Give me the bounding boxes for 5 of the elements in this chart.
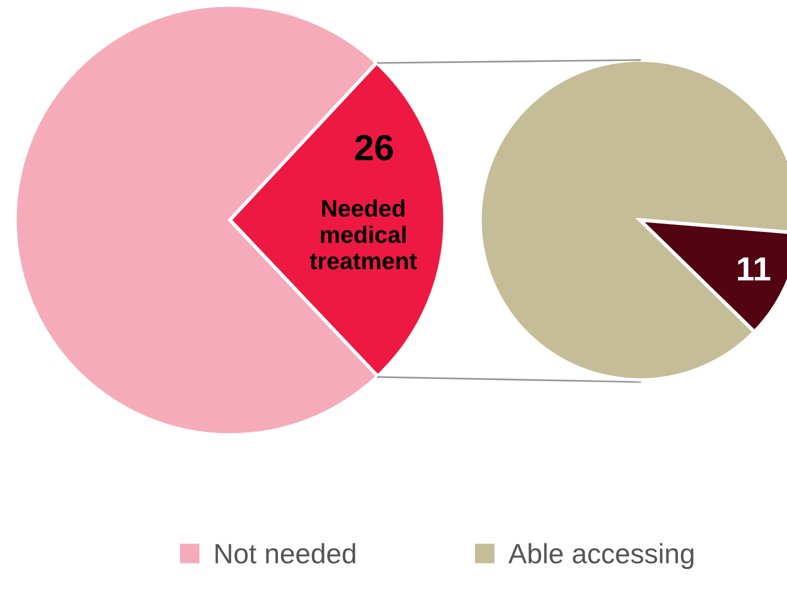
legend-label: Able accessing [508, 543, 694, 570]
legend-label: Not needed [216, 543, 356, 564]
data-label: 11 [738, 257, 770, 280]
slice-label: Needed medical treatment [310, 199, 417, 270]
data-label: 26 [355, 134, 393, 160]
